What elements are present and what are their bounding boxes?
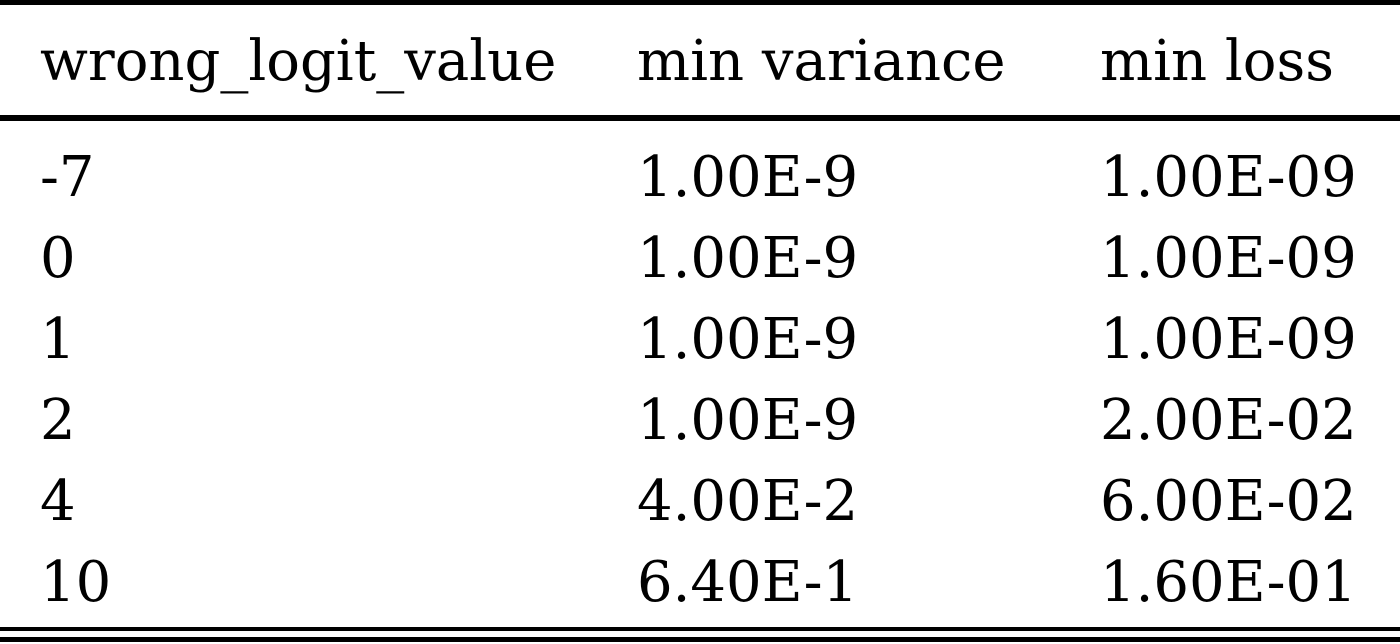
bottom-rule [0,627,1400,631]
header-rule [0,115,1400,121]
cell-wrong-logit-value: 4 [40,469,76,534]
bottom-rule-double [0,637,1400,642]
cell-min-variance: 1.00E-9 [637,307,859,372]
cell-wrong-logit-value: -7 [40,145,95,210]
cell-wrong-logit-value: 1 [40,307,76,372]
cell-min-loss: 2.00E-02 [1100,388,1357,453]
header-wrong-logit-value: wrong_logit_value [40,29,557,94]
cell-min-loss: 1.00E-09 [1100,226,1357,291]
cell-min-variance: 1.00E-9 [637,388,859,453]
cell-min-loss: 1.00E-09 [1100,145,1357,210]
top-rule [0,0,1400,5]
cell-min-variance: 4.00E-2 [637,469,859,534]
cell-min-variance: 1.00E-9 [637,145,859,210]
header-min-variance: min variance [637,29,1006,94]
cell-min-loss: 1.00E-09 [1100,307,1357,372]
cell-wrong-logit-value: 10 [40,550,112,615]
cell-wrong-logit-value: 2 [40,388,76,453]
header-min-loss: min loss [1100,29,1334,94]
cell-wrong-logit-value: 0 [40,226,76,291]
cell-min-variance: 6.40E-1 [637,550,859,615]
cell-min-loss: 1.60E-01 [1100,550,1357,615]
cell-min-variance: 1.00E-9 [637,226,859,291]
cell-min-loss: 6.00E-02 [1100,469,1357,534]
